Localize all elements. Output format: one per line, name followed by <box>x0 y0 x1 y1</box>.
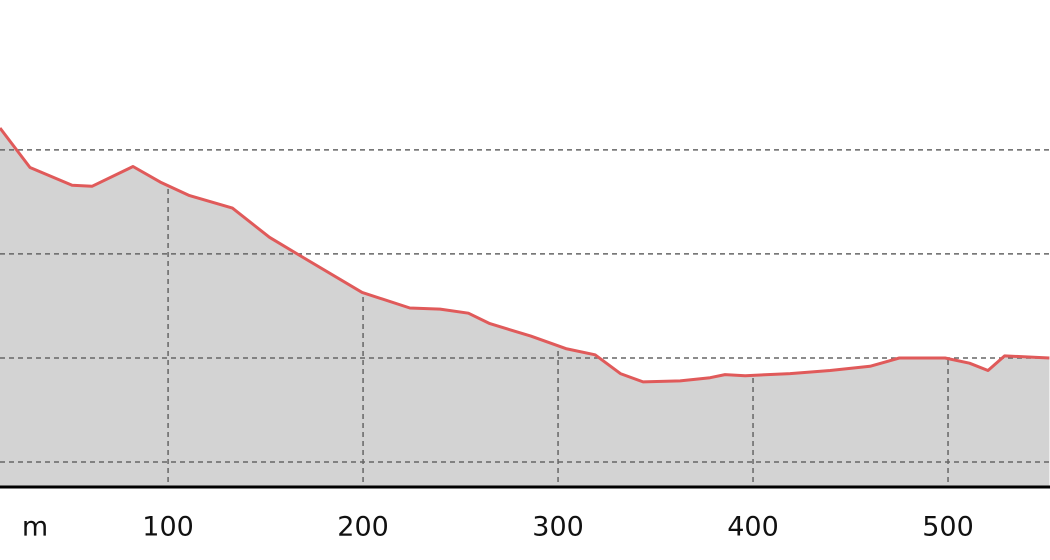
x-axis-unit: m <box>22 512 48 543</box>
elevation-line <box>0 127 1050 384</box>
x-tick-label: 400 <box>727 512 779 543</box>
x-tick-label: 300 <box>532 512 584 543</box>
x-tick-label: 100 <box>142 512 194 543</box>
area-fill <box>0 128 1050 487</box>
x-tick-label: 200 <box>337 512 389 543</box>
x-tick-label: 500 <box>922 512 974 543</box>
